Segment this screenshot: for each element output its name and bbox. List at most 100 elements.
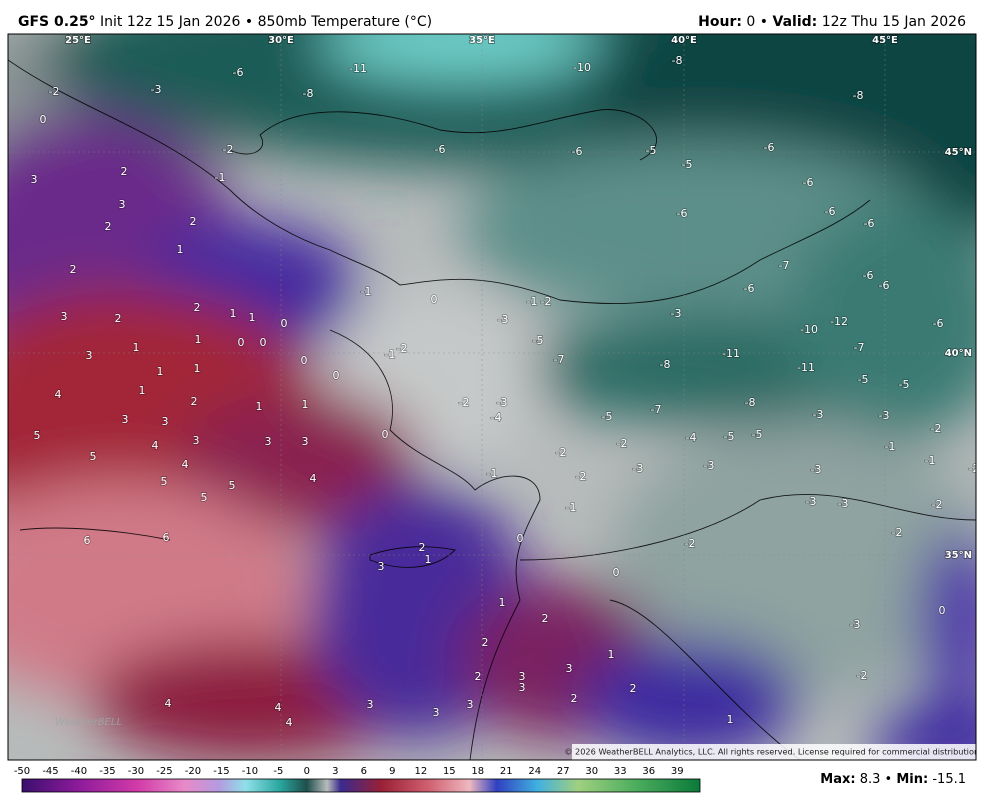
temperature-label: -5 bbox=[646, 144, 657, 157]
model: GFS 0.25° bbox=[18, 14, 96, 30]
temperature-label: 2 bbox=[542, 612, 549, 625]
temperature-label: -7 bbox=[779, 259, 790, 272]
temperature-label: 1 bbox=[425, 553, 432, 566]
temperature-label: -2 bbox=[932, 498, 943, 511]
temperature-label: -2 bbox=[223, 143, 234, 156]
header-right: Hour: 0 • Valid: 12z Thu 15 Jan 2026 bbox=[698, 14, 966, 30]
colorbar-tick-label: 24 bbox=[528, 766, 541, 777]
temperature-label: -10 bbox=[573, 61, 591, 74]
temperature-label: 2 bbox=[121, 165, 128, 178]
temperature-label: -3 bbox=[811, 463, 822, 476]
colorbar-tick-label: 36 bbox=[642, 766, 655, 777]
temperature-label: 3 bbox=[31, 173, 38, 186]
logo: WeatherBELL bbox=[55, 717, 122, 728]
temperature-label: -8 bbox=[303, 87, 314, 100]
colorbar-tick-label: -45 bbox=[42, 766, 58, 777]
temperature-label: 0 bbox=[939, 604, 946, 617]
temperature-label: -2 bbox=[541, 295, 552, 308]
temperature-label: 3 bbox=[122, 413, 129, 426]
lat-label: 35°N bbox=[945, 550, 972, 561]
temperature-label: 1 bbox=[139, 384, 146, 397]
copyright: © 2026 WeatherBELL Analytics, LLC. All r… bbox=[564, 747, 982, 757]
lon-label: 25°E bbox=[65, 35, 91, 46]
max: 8.3 bbox=[860, 772, 881, 787]
temperature-label: 2 bbox=[190, 215, 197, 228]
lon-label: 45°E bbox=[872, 35, 898, 46]
temperature-label: 1 bbox=[230, 307, 237, 320]
temperature-label: 5 bbox=[229, 479, 236, 492]
temperature-label: 3 bbox=[519, 670, 526, 683]
temperature-label: -1 bbox=[566, 501, 577, 514]
temperature-label: 0 bbox=[333, 369, 340, 382]
lat-label: 40°N bbox=[945, 348, 972, 359]
lat-label: 45°N bbox=[945, 147, 972, 158]
temperature-label: 5 bbox=[90, 450, 97, 463]
temperature-label: 3 bbox=[519, 681, 526, 694]
stats: Max: 8.3 • Min: -15.1 bbox=[820, 772, 966, 787]
hour-label: Hour: bbox=[698, 14, 742, 30]
temperature-label: -3 bbox=[497, 396, 508, 409]
temperature-label: 3 bbox=[433, 706, 440, 719]
temperature-label: 3 bbox=[378, 560, 385, 573]
temperature-label: -6 bbox=[879, 279, 890, 292]
temperature-label: -6 bbox=[233, 66, 244, 79]
colorbar-tick-label: -15 bbox=[213, 766, 229, 777]
temperature-label: -2 bbox=[49, 85, 60, 98]
lon-label: 35°E bbox=[469, 35, 495, 46]
temperature-label: -1 bbox=[527, 295, 538, 308]
temperature-label: -2 bbox=[459, 396, 470, 409]
temperature-label: -2 bbox=[556, 446, 567, 459]
colorbar-tick-label: 9 bbox=[389, 766, 395, 777]
temperature-label: -8 bbox=[745, 396, 756, 409]
colorbar-tick-label: -20 bbox=[185, 766, 201, 777]
lon-label: 40°E bbox=[671, 35, 697, 46]
temperature-label: 2 bbox=[70, 263, 77, 276]
temperature-label: -2 bbox=[857, 669, 868, 682]
temperature-label: 4 bbox=[182, 458, 189, 471]
temperature-label: 3 bbox=[119, 198, 126, 211]
temperature-label: -5 bbox=[724, 430, 735, 443]
temperature-label: 2 bbox=[194, 301, 201, 314]
temperature-label: -6 bbox=[803, 176, 814, 189]
valid-label: Valid: bbox=[773, 14, 818, 30]
temperature-label: -3 bbox=[498, 313, 509, 326]
colorbar-tick-label: 30 bbox=[585, 766, 598, 777]
temperature-label: 1 bbox=[499, 596, 506, 609]
temperature-label: 0 bbox=[260, 336, 267, 349]
hour: 0 bbox=[746, 14, 755, 30]
max-label: Max: bbox=[820, 772, 855, 787]
colorbar-tick-label: 27 bbox=[557, 766, 570, 777]
temperature-label: -5 bbox=[682, 158, 693, 171]
temperature-label: -1 bbox=[361, 285, 372, 298]
temperature-label: -5 bbox=[602, 410, 613, 423]
temperature-label: -6 bbox=[864, 217, 875, 230]
temperature-label: 0 bbox=[431, 293, 438, 306]
temperature-label: -3 bbox=[879, 409, 890, 422]
temperature-label: -4 bbox=[491, 411, 502, 424]
temperature-label: 1 bbox=[157, 365, 164, 378]
colorbar-tick-label: 12 bbox=[414, 766, 427, 777]
temperature-label: 2 bbox=[571, 692, 578, 705]
colorbar-tick-label: -5 bbox=[273, 766, 283, 777]
temperature-label: 0 bbox=[517, 532, 524, 545]
temperature-label: -2 bbox=[617, 437, 628, 450]
temperature-label: 1 bbox=[177, 243, 184, 256]
colorbar-tick-label: 6 bbox=[361, 766, 367, 777]
temperature-label: 2 bbox=[482, 636, 489, 649]
colorbar-tick-label: 3 bbox=[332, 766, 338, 777]
colorbar-tick-label: 15 bbox=[443, 766, 456, 777]
temperature-label: 0 bbox=[382, 428, 389, 441]
temperature-label: 3 bbox=[566, 662, 573, 675]
lon-label: 30°E bbox=[268, 35, 294, 46]
min: -15.1 bbox=[932, 772, 966, 787]
temperature-label: -2 bbox=[685, 537, 696, 550]
temperature-label: 0 bbox=[238, 336, 245, 349]
temperature-label: -11 bbox=[349, 62, 367, 75]
coastlines bbox=[8, 59, 976, 760]
colorbar-tick-label: 21 bbox=[500, 766, 513, 777]
temperature-label: -1 bbox=[885, 440, 896, 453]
temperature-label: -5 bbox=[899, 378, 910, 391]
temperature-label: -6 bbox=[677, 207, 688, 220]
temperature-label: -2 bbox=[892, 526, 903, 539]
temperature-label: -6 bbox=[863, 269, 874, 282]
